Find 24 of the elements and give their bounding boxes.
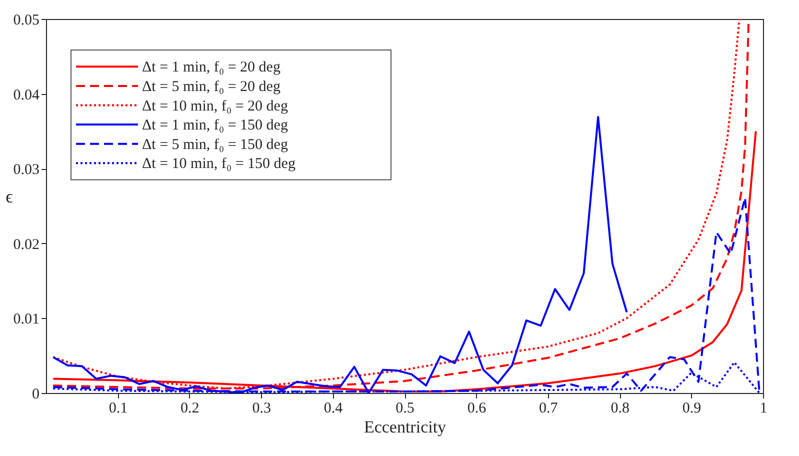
y-tick-label: 0.04 <box>13 87 40 104</box>
y-tick-label: 0.03 <box>13 162 40 178</box>
legend-label: Δt = 1 min, f₀ = 20 deg <box>142 60 281 76</box>
y-tick-label: 0.01 <box>13 312 40 328</box>
legend-label: Δt = 5 min, f₀ = 150 deg <box>142 136 288 153</box>
y-tick-label: 0 <box>32 386 40 402</box>
x-tick-label: 0.8 <box>610 400 630 416</box>
legend-label: Δt = 10 min, f₀ = 20 deg <box>142 98 288 114</box>
legend-label: Δt = 1 min, f₀ = 150 deg <box>142 118 288 134</box>
y-axis-title: ϵ <box>6 186 13 206</box>
x-tick-label: 0.5 <box>396 400 414 416</box>
x-tick-label: 0.1 <box>108 400 128 416</box>
legend-label: Δt = 10 min, f₀ = 150 deg <box>142 156 296 172</box>
x-tick-label: 0.9 <box>682 400 702 416</box>
x-tick-label: 0.4 <box>324 400 344 416</box>
x-axis-title: Eccentricity <box>364 418 447 436</box>
x-tick-label: 0.6 <box>467 400 487 416</box>
x-tick-label: 0.7 <box>539 400 558 416</box>
y-tick-label: 0.02 <box>13 236 40 253</box>
x-tick-label: 0.2 <box>180 400 200 416</box>
x-tick-label: 1 <box>760 400 768 416</box>
legend-label: Δt = 5 min, f₀ = 20 deg <box>142 78 281 95</box>
y-tick-label: 0.05 <box>13 12 40 28</box>
x-tick-label: 0.3 <box>252 400 271 416</box>
